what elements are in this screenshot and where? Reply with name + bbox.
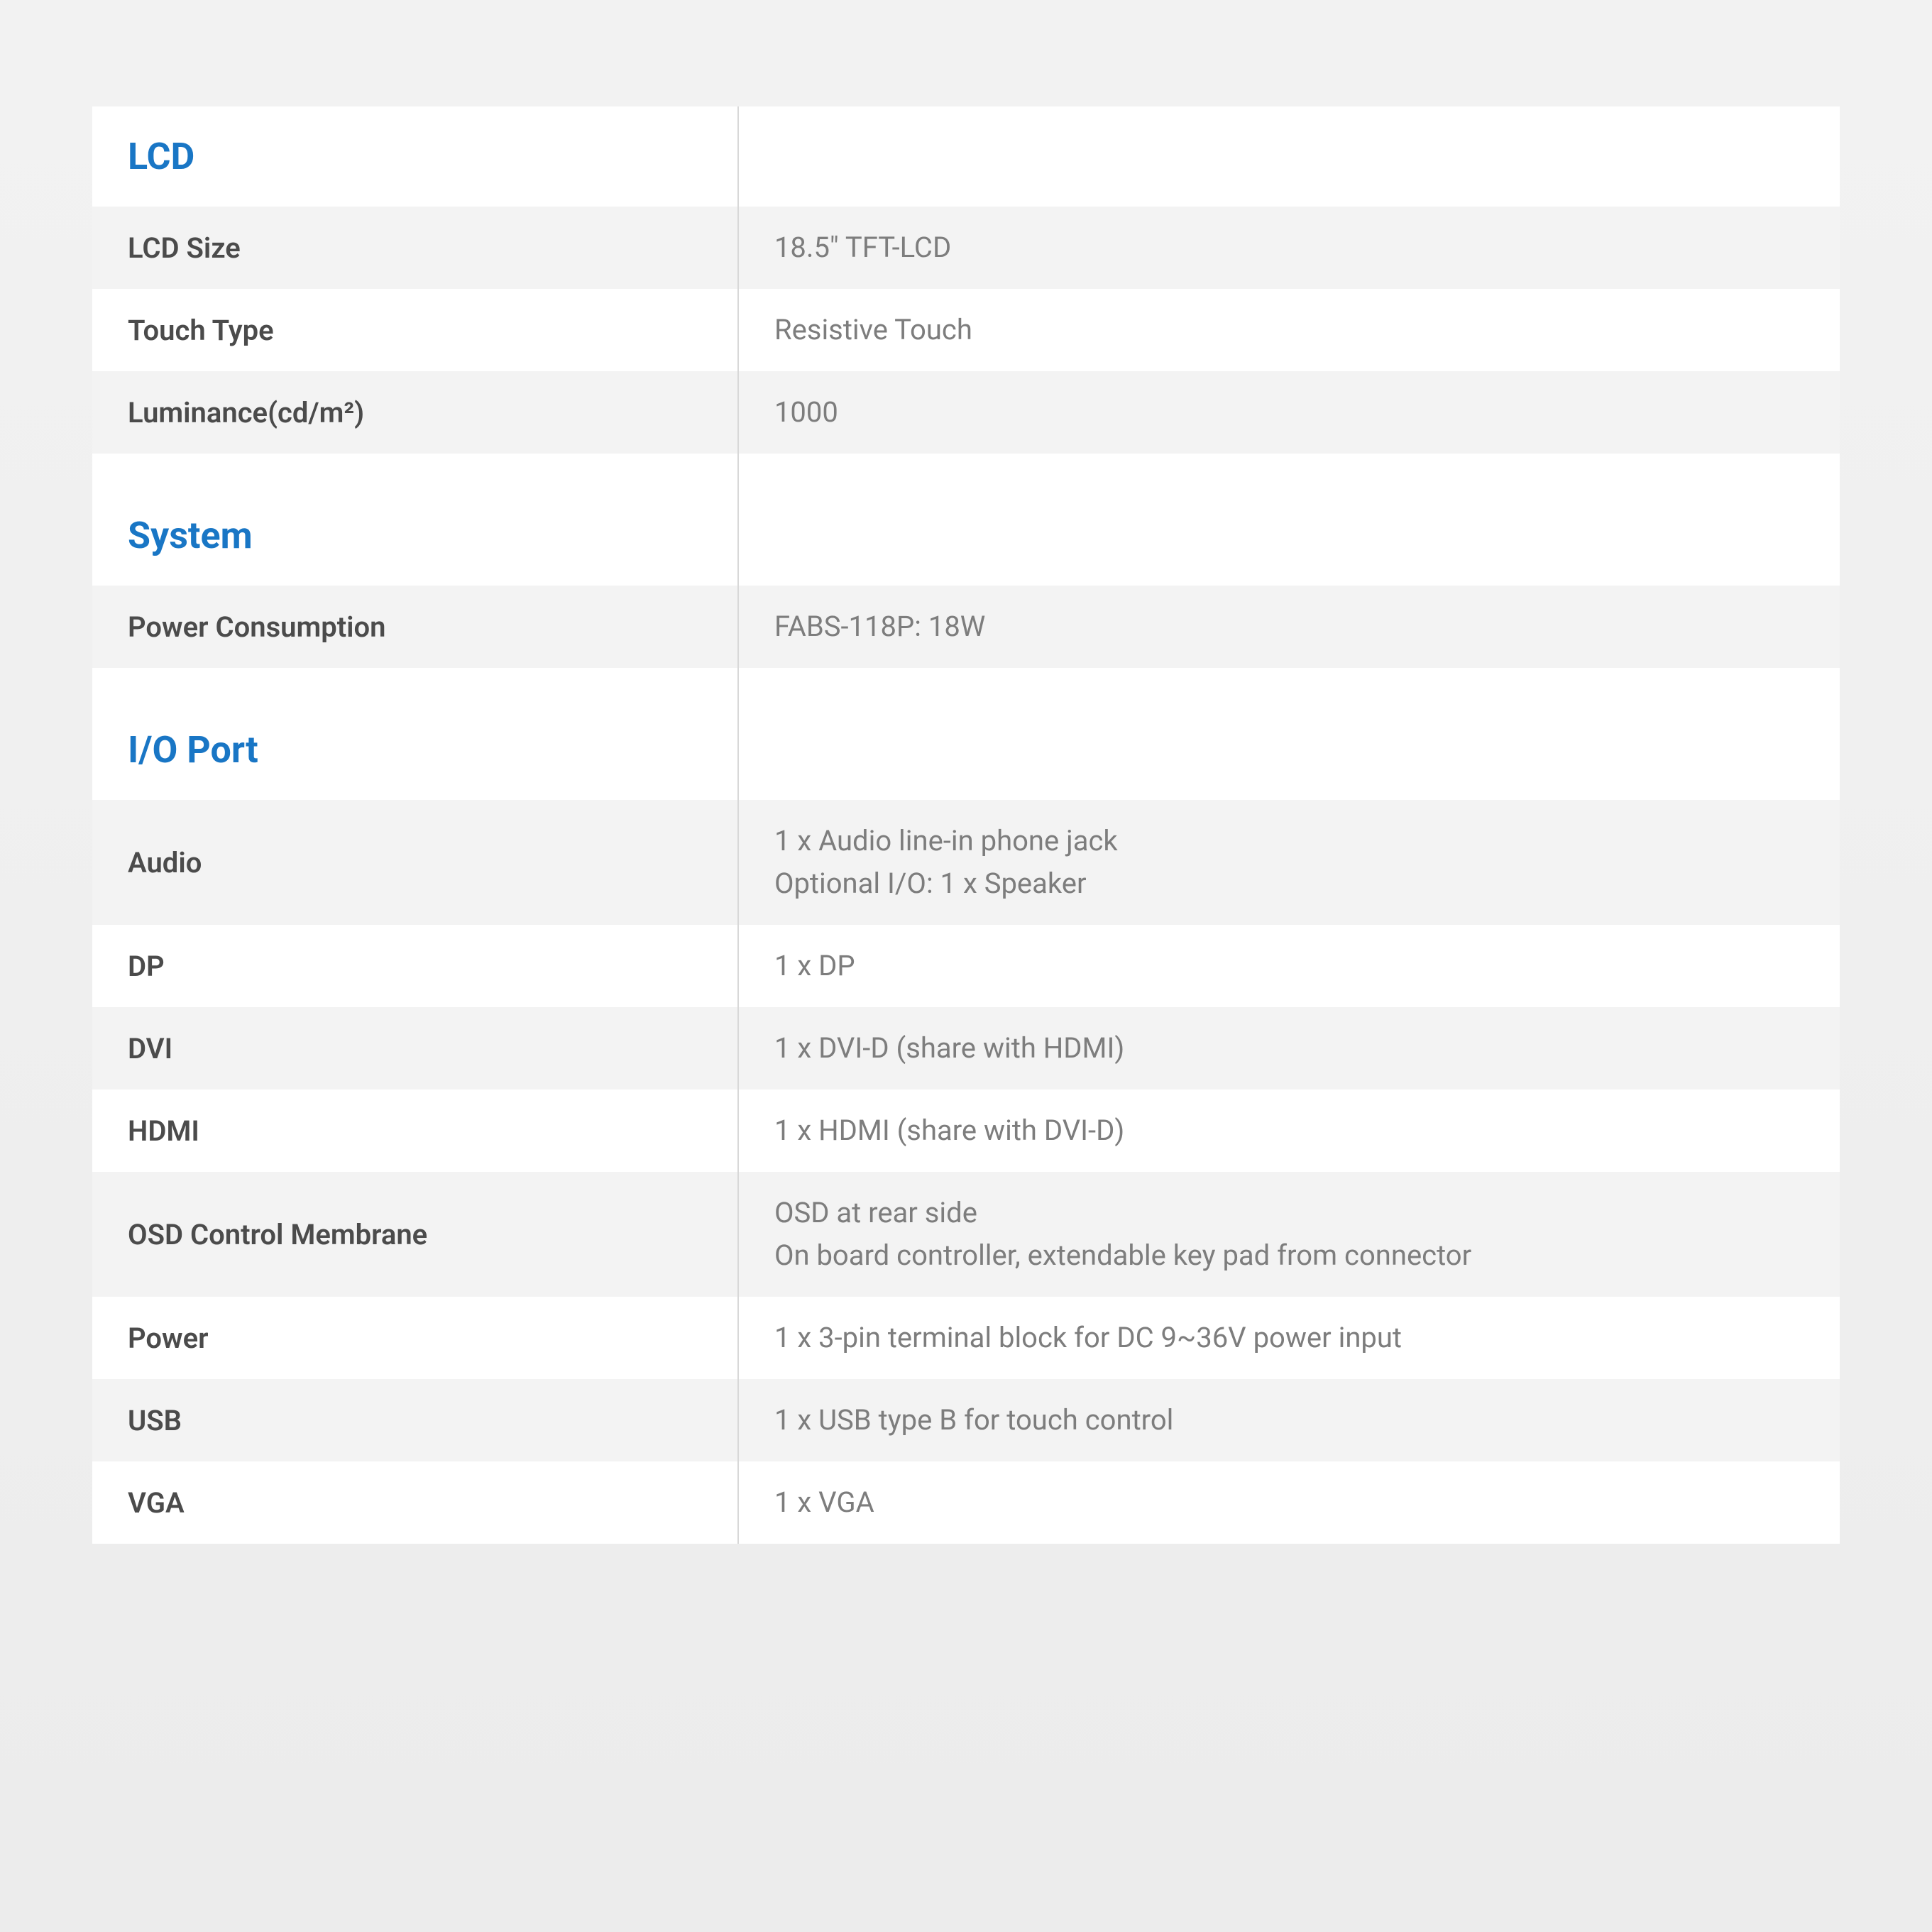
label-power-consumption: Power Consumption <box>128 610 386 644</box>
spec-row-touch-type: Touch Type Resistive Touch <box>92 289 1840 371</box>
label-usb: USB <box>128 1404 182 1437</box>
section-title-io: I/O Port <box>128 728 258 772</box>
label-dvi: DVI <box>128 1032 172 1065</box>
label-power: Power <box>128 1322 209 1355</box>
spec-row-usb: USB 1 x USB type B for touch control <box>92 1379 1840 1461</box>
value-usb: 1 x USB type B for touch control <box>774 1399 1173 1442</box>
spec-row-power-consumption: Power Consumption FABS-118P: 18W <box>92 586 1840 668</box>
value-lcd-size: 18.5" TFT-LCD <box>774 226 951 269</box>
section-header-lcd: LCD <box>92 106 1840 207</box>
label-osd: OSD Control Membrane <box>128 1218 427 1251</box>
label-luminance: Luminance(cd/m²) <box>128 396 364 429</box>
section-header-io: I/O Port <box>92 668 1840 800</box>
spec-row-luminance: Luminance(cd/m²) 1000 <box>92 371 1840 454</box>
value-luminance: 1000 <box>774 391 838 434</box>
label-touch-type: Touch Type <box>128 314 274 347</box>
value-vga: 1 x VGA <box>774 1481 874 1524</box>
value-hdmi: 1 x HDMI (share with DVI-D) <box>774 1109 1124 1152</box>
spec-row-dp: DP 1 x DP <box>92 925 1840 1007</box>
label-lcd-size: LCD Size <box>128 231 241 265</box>
spec-row-audio: Audio 1 x Audio line-in phone jack Optio… <box>92 800 1840 925</box>
value-osd: OSD at rear side On board controller, ex… <box>774 1192 1471 1277</box>
value-dvi: 1 x DVI-D (share with HDMI) <box>774 1027 1124 1070</box>
value-audio: 1 x Audio line-in phone jack Optional I/… <box>774 820 1118 905</box>
spec-row-osd: OSD Control Membrane OSD at rear side On… <box>92 1172 1840 1297</box>
spec-row-lcd-size: LCD Size 18.5" TFT-LCD <box>92 207 1840 289</box>
spec-table: LCD LCD Size 18.5" TFT-LCD Touch Type Re… <box>92 106 1840 1544</box>
value-dp: 1 x DP <box>774 945 855 987</box>
label-dp: DP <box>128 950 165 983</box>
spec-row-hdmi: HDMI 1 x HDMI (share with DVI-D) <box>92 1090 1840 1172</box>
label-audio: Audio <box>128 846 202 879</box>
section-header-system: System <box>92 454 1840 586</box>
section-title-system: System <box>128 514 253 557</box>
value-touch-type: Resistive Touch <box>774 309 972 351</box>
label-hdmi: HDMI <box>128 1114 199 1148</box>
section-title-lcd: LCD <box>128 135 194 178</box>
spec-row-vga: VGA 1 x VGA <box>92 1461 1840 1544</box>
spec-row-power: Power 1 x 3-pin terminal block for DC 9~… <box>92 1297 1840 1379</box>
value-power: 1 x 3-pin terminal block for DC 9~36V po… <box>774 1317 1402 1359</box>
label-vga: VGA <box>128 1486 185 1520</box>
value-power-consumption: FABS-118P: 18W <box>774 605 985 648</box>
spec-row-dvi: DVI 1 x DVI-D (share with HDMI) <box>92 1007 1840 1090</box>
